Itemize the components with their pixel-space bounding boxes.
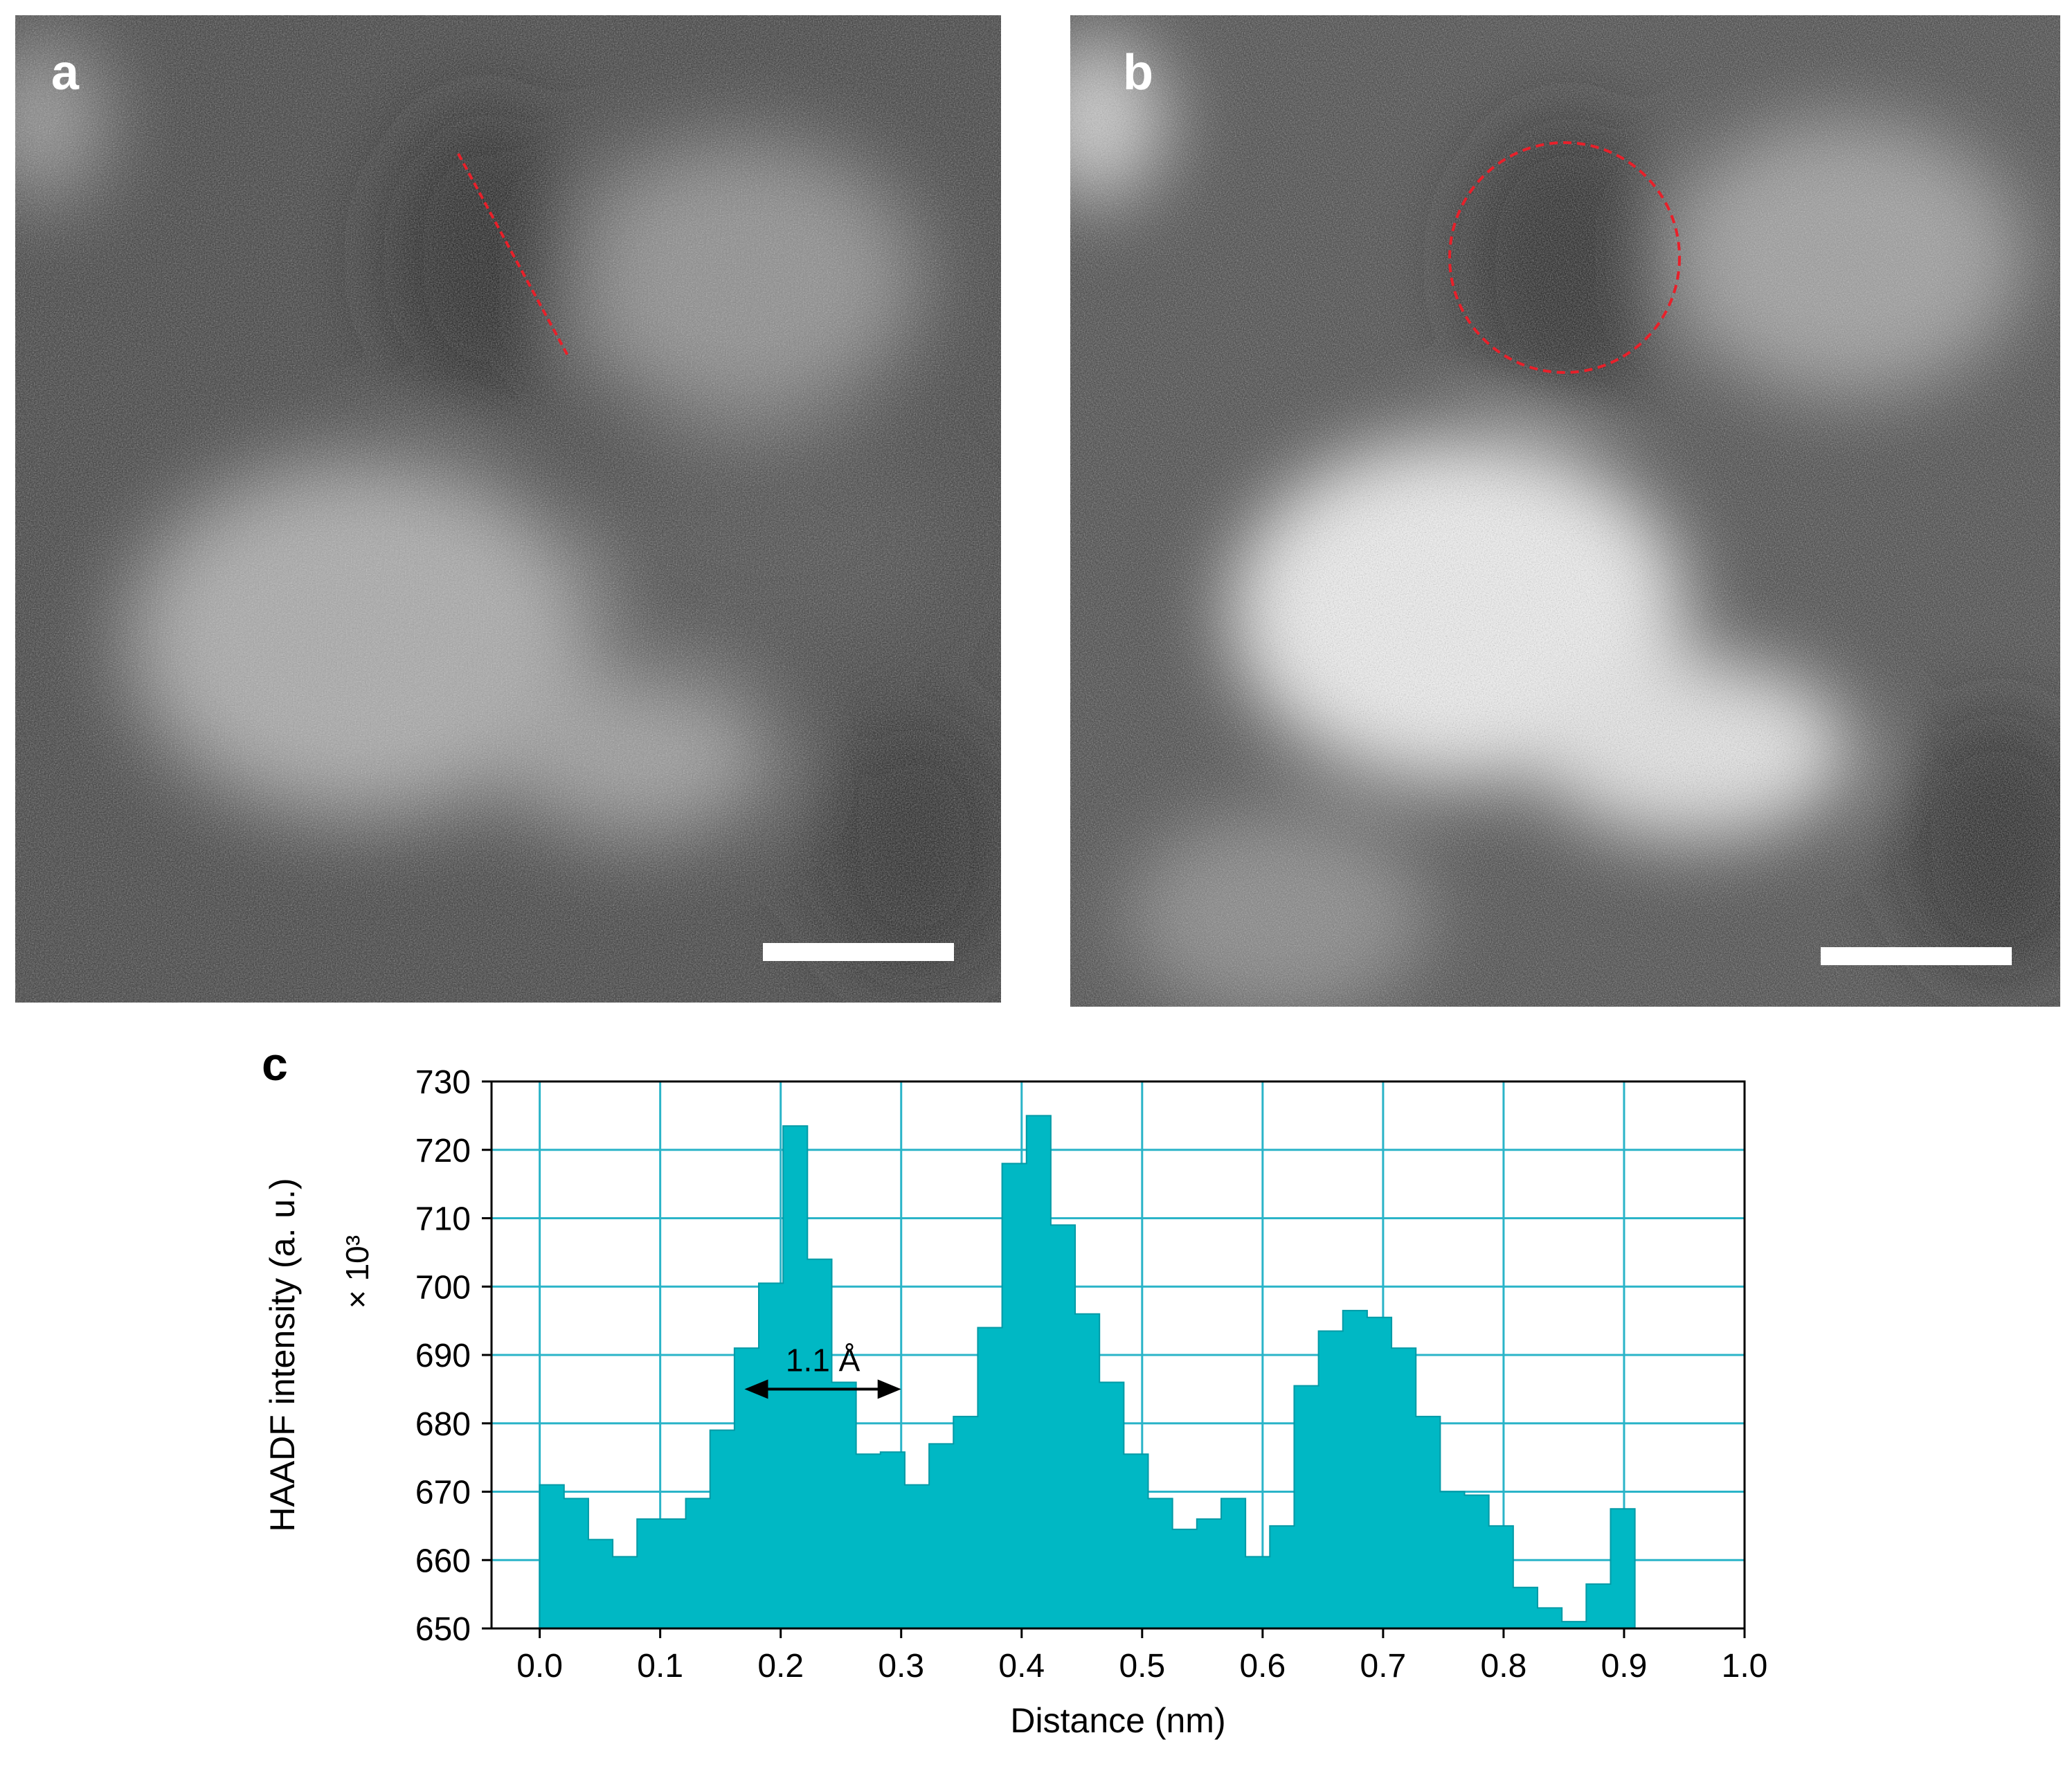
line-profile-marker (457, 153, 570, 359)
y-tick-label: 690 (415, 1338, 471, 1374)
y-tick-label: 710 (415, 1201, 471, 1238)
histogram-bar (1002, 1163, 1027, 1628)
scale-bar-a (763, 943, 954, 961)
x-axis-label: Distance (nm) (1010, 1701, 1225, 1740)
x-tick-label: 0.0 (516, 1648, 563, 1685)
x-tick-label: 0.6 (1239, 1648, 1286, 1685)
histogram-bar (685, 1498, 711, 1628)
histogram-bar (978, 1327, 1003, 1628)
x-tick-label: 0.4 (998, 1648, 1045, 1685)
histogram-bar (564, 1498, 589, 1628)
histogram-outline (539, 1115, 1636, 1628)
histogram-bar (637, 1519, 662, 1628)
y-tick-label: 700 (415, 1269, 471, 1306)
histogram-bar (953, 1416, 978, 1628)
chart-grid (492, 1080, 1746, 1630)
scale-bar-b (1821, 947, 2012, 965)
x-axis-ticks: 0.0 0.1 0.2 0.3 0.4 0.5 0.6 0.7 0.8 0.9 1.0 (516, 1628, 1767, 1685)
histogram-bar (1318, 1331, 1344, 1628)
histogram-bar (588, 1539, 613, 1628)
histogram-bar (1294, 1385, 1319, 1628)
histogram-bar (661, 1519, 687, 1628)
x-tick-label: 0.3 (878, 1648, 924, 1685)
x-tick-label: 0.5 (1119, 1648, 1165, 1685)
width-annotation-label: 1.1 Å (786, 1342, 861, 1378)
histogram-bar (1050, 1225, 1076, 1628)
panel-label-c: c (262, 1038, 288, 1090)
histogram-bar (539, 1484, 565, 1628)
x-tick-label: 0.9 (1601, 1648, 1648, 1685)
histogram-bar (1148, 1498, 1173, 1628)
histogram-bar (807, 1259, 832, 1628)
histogram-bar (1196, 1519, 1222, 1628)
histogram-bar (759, 1283, 784, 1628)
width-annotation: 1.1 Å (744, 1342, 901, 1399)
histogram-bar (1440, 1491, 1466, 1628)
y-axis-ticks: 650 660 670 680 690 700 710 720 730 (415, 1064, 492, 1648)
histogram-bar (1464, 1495, 1490, 1628)
histogram-bar (1220, 1498, 1246, 1628)
y-tick-label: 660 (415, 1543, 471, 1579)
y-tick-label: 680 (415, 1406, 471, 1443)
x-tick-label: 0.1 (637, 1648, 683, 1685)
histogram-bar (1488, 1525, 1514, 1628)
y-axis-multiplier: × 10³ (339, 1235, 375, 1309)
histogram-bar (1586, 1583, 1611, 1628)
histogram-bar (856, 1454, 881, 1628)
x-tick-label: 0.7 (1360, 1648, 1407, 1685)
histogram-bar (1026, 1115, 1052, 1628)
panel-label-b: b (1123, 45, 1153, 100)
arrowhead-right (877, 1379, 901, 1399)
haadf-image-panel-a (15, 15, 1001, 1003)
y-tick-label: 670 (415, 1475, 471, 1511)
histogram-bar (1416, 1416, 1441, 1628)
y-tick-label: 650 (415, 1611, 471, 1648)
histogram-bar (1538, 1608, 1562, 1628)
histogram-bar (1610, 1509, 1636, 1628)
histogram-bar (710, 1430, 735, 1628)
x-tick-label: 1.0 (1722, 1648, 1768, 1685)
panel-label-a: a (51, 45, 80, 100)
histogram-bar (904, 1484, 930, 1628)
y-tick-label: 730 (415, 1064, 471, 1101)
region-of-interest-circle (1448, 141, 1681, 374)
histogram-bar (1391, 1348, 1416, 1628)
histogram-bar (734, 1348, 759, 1628)
histogram-bar (1270, 1525, 1295, 1628)
y-axis-label: HAADF intensity (a. u.) (263, 1178, 302, 1532)
histogram-bar (1367, 1317, 1392, 1628)
histogram-bar (783, 1126, 808, 1628)
histogram-bar (1075, 1313, 1100, 1628)
histogram-bar (1124, 1454, 1149, 1628)
haadf-image-panel-b (1070, 15, 2060, 1007)
histogram-bar (613, 1556, 638, 1628)
intensity-profile-chart: c 650 660 670 680 690 700 710 720 730 0.0 0.1 0.2 0… (0, 1025, 2072, 1766)
arrowhead-left (744, 1379, 768, 1399)
histogram-bar (1172, 1529, 1198, 1628)
x-tick-label: 0.2 (757, 1648, 804, 1685)
histogram-bars (539, 1115, 1636, 1628)
histogram-bar (1562, 1622, 1587, 1628)
histogram-bar (1342, 1310, 1368, 1628)
histogram-bar (831, 1382, 857, 1628)
histogram-bar (880, 1452, 906, 1628)
histogram-bar (1513, 1587, 1538, 1628)
x-tick-label: 0.8 (1481, 1648, 1527, 1685)
histogram-bar (1245, 1556, 1270, 1628)
y-tick-label: 720 (415, 1133, 471, 1169)
histogram-bar (929, 1444, 954, 1628)
histogram-bar (1099, 1382, 1124, 1628)
